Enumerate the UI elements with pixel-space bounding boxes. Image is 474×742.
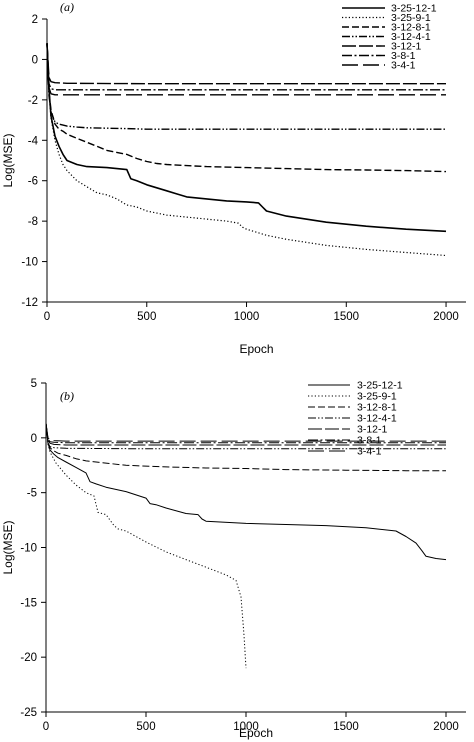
y-tick-label: -4 [28,135,39,147]
panel-label: (a) [60,0,74,14]
x-tick-label: 500 [136,721,155,733]
legend-label: 3-4-1 [357,446,382,458]
y-tick-label: -5 [27,488,37,500]
y-tick-label: -12 [21,297,38,309]
x-tick-label: 1000 [233,721,259,733]
y-axis-title: Log(MSE) [1,520,15,574]
chart-panel-b: 5 0 -5 -10 -15 -20 -25 0 500 1000 1500 2000 Epoch Log… [1,378,466,740]
panel-label: (b) [60,389,74,403]
x-axis-title: Epoch [239,342,273,356]
x-tick-label: 1000 [234,311,260,323]
legend-label: 3-12-1 [391,41,422,53]
legend-label: 3-12-4-1 [357,413,397,425]
legend-label: 3-8-1 [357,435,382,447]
series-line-3-25-12-1 [46,43,447,233]
legend-label: 3-25-9-1 [391,12,431,24]
series-line-3-12-4-1 [46,43,446,130]
chart-panel-a: 2 0 -2 -4 -6 -8 -10 -12 0 500 1000 1500 2000 Epoch Log… [1,0,466,356]
series-line-3-4-1 [45,423,446,442]
series-line-3-12-8-1 [46,43,447,173]
series-line-3-25-9-1 [46,43,447,257]
y-axis-title: Log(MSE) [1,133,15,187]
series-line-3-12-4-1 [45,423,446,450]
y-tick-label: 0 [31,433,37,445]
y-tick-label: -15 [20,597,37,609]
y-tick-label: 5 [31,378,37,390]
y-tick-label: 0 [32,54,38,66]
legend-label: 3-12-4-1 [391,31,431,43]
legend: 3-25-12-13-25-9-13-12-8-13-12-4-13-12-13… [308,380,403,458]
series-line-3-25-9-1 [45,423,247,669]
y-tick-label: 2 [32,14,38,26]
x-tick-label: 0 [44,311,50,323]
series-line-3-12-1 [45,423,446,446]
y-tick-label: -8 [28,216,38,228]
legend-label: 3-4-1 [391,60,416,72]
x-axis-title: Epoch [239,726,273,740]
x-tick-label: 1500 [333,311,359,323]
x-tick-label: 2000 [433,311,459,323]
legend-label: 3-12-1 [357,424,388,436]
y-tick-label: -10 [20,543,37,555]
legend-label: 3-25-12-1 [357,380,403,392]
y-tick-label: -20 [20,652,37,664]
series-line-3-12-1 [46,43,446,85]
legend-label: 3-25-9-1 [357,391,397,403]
series-line-3-25-12-1 [45,423,447,561]
y-tick-label: -6 [28,176,38,188]
series-line-3-12-8-1 [45,423,446,472]
x-tick-label: 500 [137,311,156,323]
y-tick-label: -10 [21,257,38,269]
x-tick-label: 1500 [333,721,359,733]
legend-label: 3-12-8-1 [391,22,431,34]
legend: 3-25-12-13-25-9-13-12-8-13-12-4-13-12-13… [342,3,437,72]
x-tick-label: 2000 [433,721,459,733]
legend-label: 3-25-12-1 [391,3,437,15]
series-line-3-4-1 [46,43,446,96]
series-line-3-8-1 [46,43,446,91]
y-tick-label: -25 [20,707,37,719]
legend-label: 3-8-1 [391,50,416,62]
y-tick-label: -2 [28,95,38,107]
x-tick-label: 0 [43,721,49,733]
legend-label: 3-12-8-1 [357,402,397,414]
